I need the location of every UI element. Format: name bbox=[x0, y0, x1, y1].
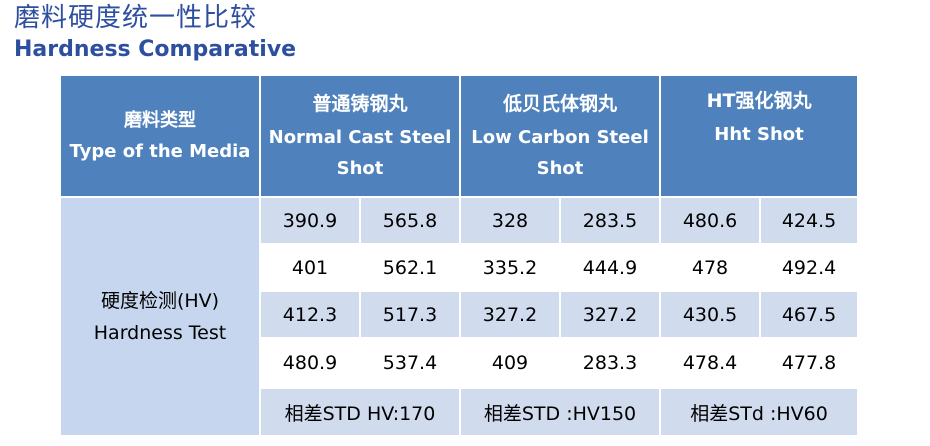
hardness-table: 磨料类型 Type of the Media 普通铸钢丸 Normal Cast… bbox=[59, 74, 860, 437]
group-header-cn: 低贝氏体钢丸 bbox=[503, 92, 618, 115]
table-cell: 480.6 bbox=[659, 196, 762, 245]
group-header-ht: HT强化钢丸 Hht Shot bbox=[659, 74, 860, 198]
table-cell: 467.5 bbox=[759, 290, 860, 339]
group-header-low-carbon: 低贝氏体钢丸 Low Carbon Steel Shot bbox=[458, 74, 662, 198]
table-cell: 401 bbox=[259, 243, 361, 292]
table-cell: 477.8 bbox=[759, 337, 860, 389]
media-type-header-cn: 磨料类型 bbox=[124, 110, 196, 131]
table-cell: 478 bbox=[659, 243, 762, 292]
group-header-normal-cast: 普通铸钢丸 Normal Cast Steel Shot bbox=[259, 74, 461, 198]
std-ht: 相差STd :HV60 bbox=[659, 387, 860, 437]
std-row: 相差STD HV:170 相差STD :HV150 相差STd :HV60 bbox=[60, 387, 860, 437]
table-row: 401 562.1 335.2 444.9 478 492.4 bbox=[60, 243, 860, 292]
table-cell: 409 bbox=[459, 337, 561, 389]
group-header-en: Shot bbox=[336, 157, 384, 179]
table-row: 412.3 517.3 327.2 327.2 430.5 467.5 bbox=[60, 290, 860, 339]
table-cell: 327.2 bbox=[459, 290, 561, 339]
table-cell: 562.1 bbox=[359, 243, 461, 292]
table-cell: 327.2 bbox=[558, 290, 662, 339]
group-header-en: Hht Shot bbox=[714, 124, 804, 145]
hardness-test-label: 硬度检测(HV) Hardness Test bbox=[59, 196, 261, 437]
media-type-header: 磨料类型 Type of the Media bbox=[59, 74, 261, 198]
table-row: 480.9 537.4 409 283.3 478.4 477.8 bbox=[60, 337, 860, 389]
table-cell: 537.4 bbox=[359, 337, 461, 389]
table-cell: 412.3 bbox=[259, 290, 361, 339]
group-header-cn: HT强化钢丸 bbox=[706, 90, 812, 112]
group-header-en: Shot bbox=[536, 157, 584, 179]
table-cell: 335.2 bbox=[459, 243, 561, 292]
row-label-en: Hardness Test bbox=[93, 321, 227, 344]
table-cell: 283.3 bbox=[558, 337, 662, 389]
table-cell: 478.4 bbox=[659, 337, 762, 389]
page-title-en: Hardness Comparative bbox=[14, 37, 297, 62]
table-cell: 328 bbox=[459, 196, 561, 245]
table-cell: 390.9 bbox=[259, 196, 361, 245]
table-row: 硬度检测(HV) Hardness Test 390.9 565.8 328 2… bbox=[59, 196, 860, 437]
table-cell: 424.5 bbox=[759, 196, 860, 245]
group-header-en: Normal Cast Steel bbox=[268, 126, 452, 148]
table-cell: 517.3 bbox=[359, 290, 461, 339]
page-title-cn: 磨料硬度统一性比较 bbox=[14, 3, 258, 33]
table-cell: 430.5 bbox=[659, 290, 762, 339]
std-low-carbon: 相差STD :HV150 bbox=[458, 387, 662, 437]
std-normal-cast: 相差STD HV:170 bbox=[259, 387, 461, 437]
table-cell: 444.9 bbox=[558, 243, 662, 292]
table-cell: 492.4 bbox=[759, 243, 860, 292]
table-cell: 480.9 bbox=[259, 337, 361, 389]
table-cell: 283.5 bbox=[558, 196, 662, 245]
table-header-row: 磨料类型 Type of the Media 普通铸钢丸 Normal Cast… bbox=[59, 74, 860, 198]
table-cell: 565.8 bbox=[359, 196, 461, 245]
row-label-cn: 硬度检测(HV) bbox=[100, 289, 220, 312]
group-header-cn: 普通铸钢丸 bbox=[312, 92, 408, 115]
media-type-header-en: Type of the Media bbox=[69, 141, 251, 162]
group-header-en: Low Carbon Steel bbox=[471, 126, 649, 148]
